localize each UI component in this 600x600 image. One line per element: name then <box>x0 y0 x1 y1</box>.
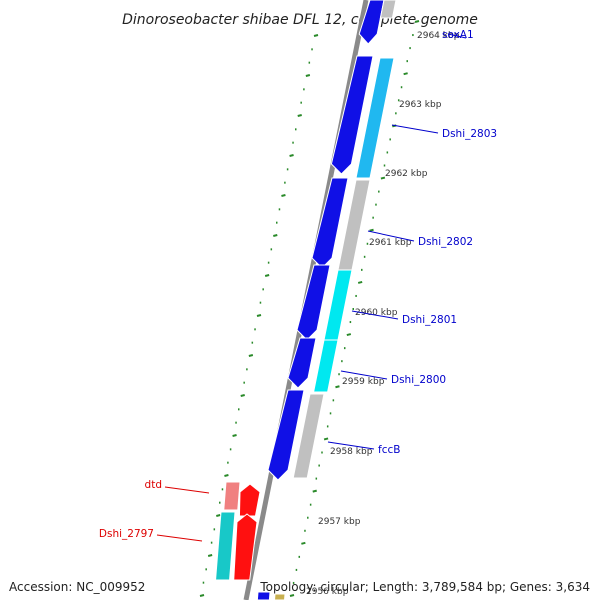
outer-tick-track <box>289 20 420 597</box>
cds-Dshi-2797-arrow <box>233 513 258 581</box>
inner-tick <box>207 554 213 557</box>
map-title: Dinoroseobacter shibae DFL 12, complete … <box>122 12 478 28</box>
cds-fccB-arrow <box>267 389 305 481</box>
inner-tick <box>240 394 245 397</box>
outer-tick <box>380 176 386 180</box>
cds-soxA1-arrow <box>358 0 385 45</box>
inner-tick-track <box>199 34 319 597</box>
gene-label-dshi-2802[interactable]: Dshi_2802 <box>418 236 473 248</box>
topology-text: Topology: circular; Length: 3,789,584 bp… <box>260 580 590 594</box>
cds-Dshi-2803-arrow <box>330 55 374 175</box>
cds-Dshi-2802-arrow <box>311 177 349 269</box>
gene-leader-line <box>327 441 375 450</box>
outer-tick <box>369 228 374 232</box>
gene-label-fccb[interactable]: fccB <box>378 444 400 456</box>
cog-box-partial-bottom <box>274 593 286 600</box>
inner-tick <box>313 34 319 37</box>
inner-tick <box>297 114 302 117</box>
outer-tick <box>346 333 352 337</box>
scale-label: 2961 kbp <box>369 238 412 248</box>
cog-box-soxA1 <box>379 0 397 19</box>
feature-track <box>215 0 397 600</box>
cds-Dshi-2800-arrow <box>287 337 317 389</box>
cds-dtd-arrow <box>238 483 261 517</box>
inner-tick <box>224 474 229 477</box>
cog-box-dtd <box>223 481 241 511</box>
scale-label: 2957 kbp <box>318 517 361 527</box>
inner-tick <box>305 74 311 77</box>
cog-box-Dshi-2803 <box>355 57 395 179</box>
gene-leader-line <box>156 534 203 542</box>
inner-tick <box>248 354 254 357</box>
outer-tick <box>357 280 363 284</box>
gene-label-dshi-2797[interactable]: Dshi_2797 <box>99 528 154 540</box>
gene-label-dshi-2800[interactable]: Dshi_2800 <box>391 374 446 386</box>
outer-tick <box>335 385 340 389</box>
cds-partial-bottom <box>256 591 271 600</box>
outer-tick <box>323 437 329 441</box>
gene-label-soxa1[interactable]: soxA1 <box>442 29 474 41</box>
outer-tick <box>289 594 295 597</box>
scale-label: 2963 kbp <box>399 100 442 110</box>
inner-tick <box>281 194 286 197</box>
inner-tick <box>216 514 221 517</box>
gene-leader-line <box>391 124 439 134</box>
cds-Dshi-2801-arrow <box>296 264 331 341</box>
gene-leader-line <box>447 33 467 39</box>
inner-tick <box>289 154 294 157</box>
gene-label-dtd[interactable]: dtd <box>145 479 162 491</box>
cog-box-fccB <box>292 393 325 479</box>
accession-text: Accession: NC_009952 <box>9 580 146 594</box>
gene-leader-line <box>367 230 415 242</box>
scale-label: 2959 kbp <box>342 377 385 387</box>
inner-tick <box>232 434 237 437</box>
scale-label: 2960 kbp <box>355 308 398 318</box>
scale-label: 2958 kbp <box>330 447 373 457</box>
scale-label: 2962 kbp <box>385 169 428 179</box>
scale-label: 2956 kbp <box>306 587 349 597</box>
outer-tick <box>403 72 408 76</box>
scale-label: 2964 kbp <box>417 31 460 41</box>
gene-labels: soxA1 Dshi_2803 Dshi_2802 Dshi_2801 Dshi_280… <box>99 29 497 542</box>
inner-tick <box>199 594 205 597</box>
outer-tick <box>301 541 306 545</box>
outer-tick <box>312 489 317 493</box>
gene-leader-line <box>164 486 210 494</box>
scale-labels: 2964 kbp 2963 kbp 2962 kbp 2961 kbp 2960 kbp… <box>306 31 460 597</box>
cog-box-Dshi-2800 <box>312 339 339 393</box>
gene-leader-line <box>340 370 388 380</box>
gene-label-dshi-2803[interactable]: Dshi_2803 <box>442 128 497 140</box>
inner-tick <box>264 274 270 277</box>
cog-box-Dshi-2797 <box>215 511 236 581</box>
inner-tick <box>273 234 278 237</box>
cog-box-Dshi-2801 <box>323 269 353 341</box>
gene-label-dshi-2801[interactable]: Dshi_2801 <box>402 314 457 326</box>
outer-tick <box>414 20 420 23</box>
gene-leader-line <box>351 310 399 320</box>
inner-tick <box>256 314 262 317</box>
